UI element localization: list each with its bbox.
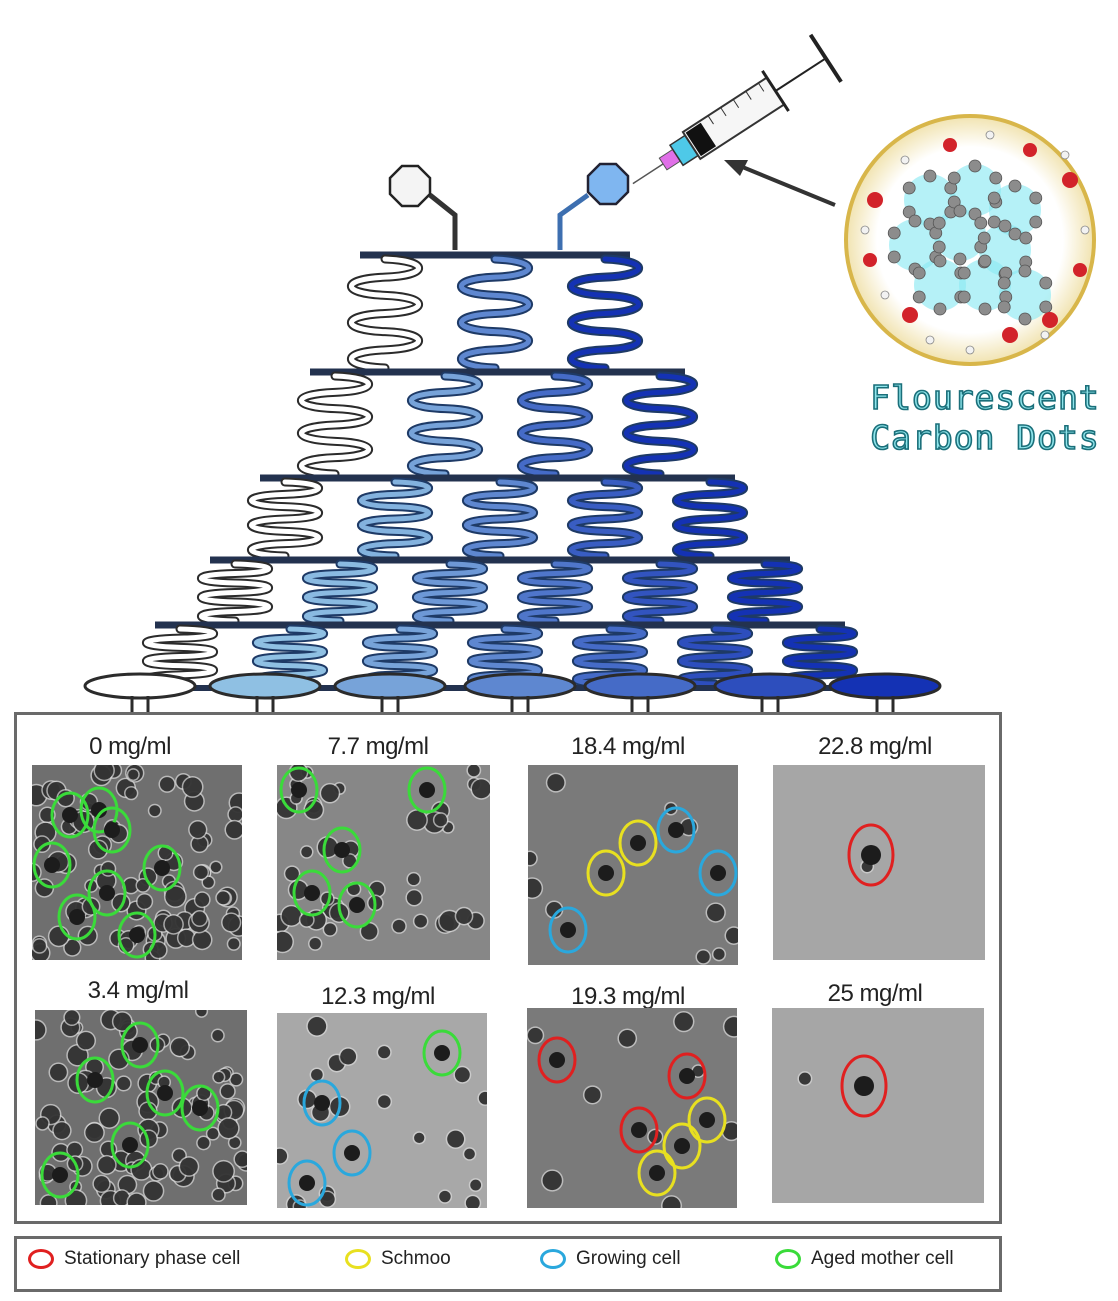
concentration-label: 18.4 mg/ml xyxy=(571,733,685,760)
micrograph-panel xyxy=(773,765,985,960)
legend-ring-icon xyxy=(775,1249,801,1269)
micrograph-panel xyxy=(32,765,242,960)
syringe-icon xyxy=(632,33,843,185)
legend-label: Aged mother cell xyxy=(811,1248,954,1269)
inlet-left xyxy=(388,164,458,250)
legend-label: Schmoo xyxy=(381,1248,451,1269)
concentration-label: 0 mg/ml xyxy=(89,733,171,760)
micrograph-panel xyxy=(527,1008,737,1208)
legend-label: Growing cell xyxy=(576,1248,681,1269)
arrow-icon xyxy=(724,160,836,207)
legend-item: Stationary phase cell xyxy=(28,1248,240,1270)
concentration-label: 3.4 mg/ml xyxy=(87,977,189,1004)
concentration-label: 25 mg/ml xyxy=(827,980,923,1007)
concentration-label: 22.8 mg/ml xyxy=(818,733,932,760)
carbon-dots-label-line2: Carbon Dots xyxy=(869,417,1100,458)
micrograph-panel xyxy=(35,1010,247,1205)
micrograph-panel xyxy=(772,1008,984,1203)
micrograph-panel xyxy=(528,765,738,965)
concentration-label: 7.7 mg/ml xyxy=(327,733,429,760)
legend-item: Aged mother cell xyxy=(775,1248,954,1270)
inlet-right xyxy=(557,162,630,250)
legend-ring-icon xyxy=(28,1249,54,1269)
gradient-generator-network xyxy=(83,251,942,712)
concentration-label: 19.3 mg/ml xyxy=(571,983,685,1010)
carbon-dots-label-line1: Flourescent xyxy=(869,377,1100,418)
micrograph-panel xyxy=(277,765,490,960)
microfluidic-chip-diagram xyxy=(83,33,1096,712)
legend-label: Stationary phase cell xyxy=(64,1248,241,1269)
carbon-dot-particle xyxy=(844,114,1096,366)
micrograph-panel xyxy=(277,1013,487,1208)
legend-item: Schmoo xyxy=(345,1248,451,1270)
concentration-label: 12.3 mg/ml xyxy=(321,983,435,1010)
legend xyxy=(14,1236,1002,1292)
legend-ring-icon xyxy=(345,1249,371,1269)
legend-item: Growing cell xyxy=(540,1248,681,1270)
legend-ring-icon xyxy=(540,1249,566,1269)
